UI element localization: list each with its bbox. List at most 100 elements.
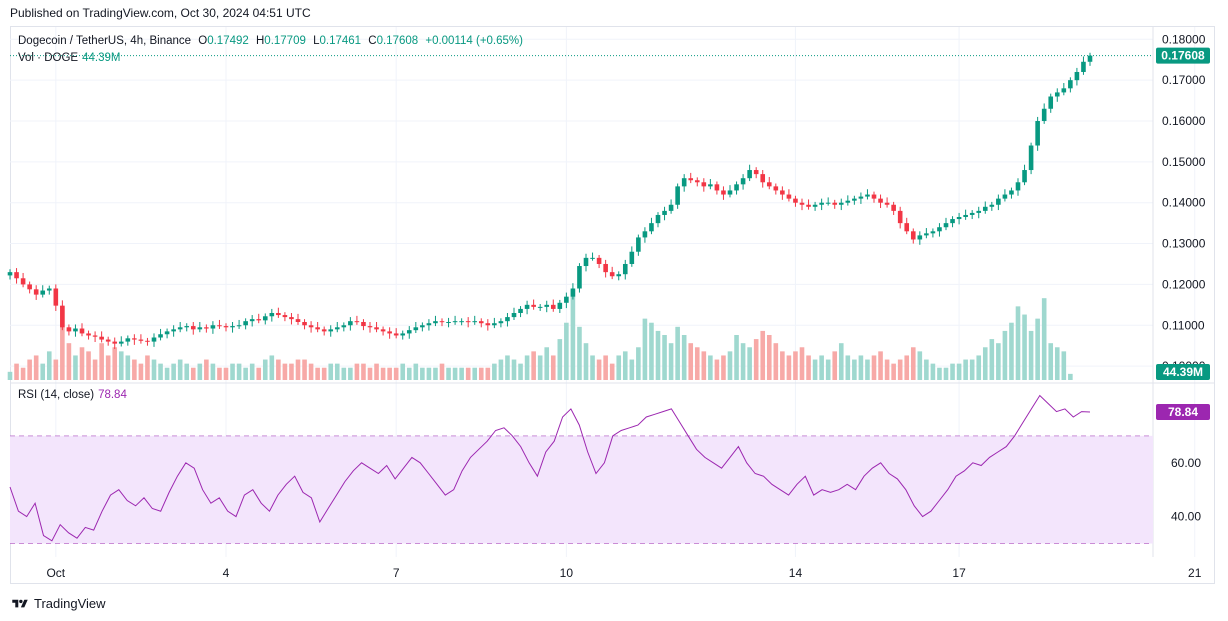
volume-bar xyxy=(204,359,209,380)
symbol-title[interactable]: Dogecoin / TetherUS, 4h, Binance xyxy=(18,35,192,47)
candle-body xyxy=(348,321,353,326)
volume-bar xyxy=(727,351,733,380)
volume-bar xyxy=(524,355,530,380)
rsi-line xyxy=(9,394,1091,542)
volume-bar xyxy=(897,359,903,380)
candle-body xyxy=(328,329,334,332)
volume-bar xyxy=(570,290,576,380)
candle-body xyxy=(845,200,851,203)
candle-body xyxy=(230,326,235,328)
candle-body xyxy=(622,263,628,275)
volume-bar xyxy=(99,343,104,380)
candle-body xyxy=(177,327,183,330)
time-tick-label: 7 xyxy=(393,566,400,580)
price-tick-label: 0.16000 xyxy=(1162,114,1206,128)
candle-body xyxy=(223,326,229,328)
volume-bar xyxy=(845,355,851,380)
volume-bar xyxy=(1028,330,1034,380)
volume-bar xyxy=(917,351,923,380)
candle-body xyxy=(66,327,72,332)
volume-bar xyxy=(832,351,838,380)
volume-bar xyxy=(393,367,399,380)
candle-body xyxy=(884,202,890,205)
candle-body xyxy=(727,190,733,195)
volume-bar xyxy=(361,363,366,380)
volume-bar xyxy=(256,367,262,380)
volume-bar xyxy=(40,363,46,380)
candle-body xyxy=(629,251,635,264)
volume-bar xyxy=(341,367,347,380)
volume-bar xyxy=(33,355,39,380)
volume-bar xyxy=(177,359,183,380)
candle-body xyxy=(838,202,844,205)
rsi-badge: 78.84 xyxy=(1168,405,1198,419)
candle-body xyxy=(1081,61,1086,72)
volume-bar xyxy=(694,347,700,380)
candle-body xyxy=(1068,80,1073,89)
volume-bar xyxy=(884,359,890,380)
candle-body xyxy=(413,327,419,331)
candle-body xyxy=(996,198,1001,205)
high-label: H xyxy=(255,35,265,47)
rsi-legend: RSI (14, close) 78.84 xyxy=(18,389,127,401)
volume-bar xyxy=(308,363,314,380)
candle-body xyxy=(289,317,294,320)
candle-body xyxy=(171,329,176,332)
candle-body xyxy=(276,313,281,316)
tradingview-logo-icon xyxy=(12,599,28,607)
close-value: 0.17608 xyxy=(376,35,419,47)
volume-bar xyxy=(27,359,32,380)
price-tick-label: 0.13000 xyxy=(1162,237,1206,251)
volume-bar xyxy=(164,367,170,380)
candle-body xyxy=(969,212,975,215)
volume-bar xyxy=(963,359,968,380)
volume-bar xyxy=(7,371,13,380)
volume-bar xyxy=(930,363,936,380)
volume-bar xyxy=(190,367,196,380)
volume-label[interactable]: Vol · DOGE xyxy=(18,52,79,64)
volume-bar xyxy=(400,363,406,380)
candle-body xyxy=(564,296,569,303)
rsi-band xyxy=(10,435,1153,545)
candle-body xyxy=(649,223,654,232)
candle-body xyxy=(308,325,314,328)
candle-body xyxy=(825,202,831,204)
volume-bar xyxy=(92,359,98,380)
volume-bar xyxy=(943,367,949,380)
candle-body xyxy=(27,284,32,290)
candle-body xyxy=(1054,92,1060,97)
volume-bar xyxy=(989,339,995,380)
candle-body xyxy=(73,328,78,332)
volume-bar xyxy=(780,351,785,380)
volume-bar xyxy=(688,343,694,380)
brand-name[interactable]: TradingView xyxy=(34,596,106,611)
candle-body xyxy=(33,289,39,295)
volume-bar xyxy=(249,363,255,380)
candle-body xyxy=(812,204,818,207)
volume-bar xyxy=(1048,343,1054,380)
volume-bar xyxy=(819,355,824,380)
candle-body xyxy=(668,204,674,211)
volume-bar xyxy=(583,343,589,380)
candle-body xyxy=(642,231,648,238)
volume-bar xyxy=(465,367,471,380)
candle-body xyxy=(976,210,982,213)
volume-bar xyxy=(786,355,792,380)
candle-body xyxy=(747,170,752,179)
volume-bar xyxy=(714,359,720,380)
volume-bar xyxy=(655,330,661,380)
candle-body xyxy=(465,321,471,323)
volume-bar xyxy=(858,355,864,380)
candle-body xyxy=(446,321,451,323)
volume-bar xyxy=(681,335,687,380)
candle-body xyxy=(315,327,320,330)
volume-bar xyxy=(910,347,916,380)
rsi-label[interactable]: RSI (14, close) xyxy=(18,389,95,401)
volume-bar xyxy=(740,343,746,380)
volume-bar xyxy=(289,363,294,380)
volume-bar xyxy=(46,351,52,380)
volume-legend: Vol · DOGE 44.39M xyxy=(18,52,120,64)
candle-body xyxy=(20,278,26,285)
volume-bar xyxy=(485,367,491,380)
candle-body xyxy=(688,178,694,181)
